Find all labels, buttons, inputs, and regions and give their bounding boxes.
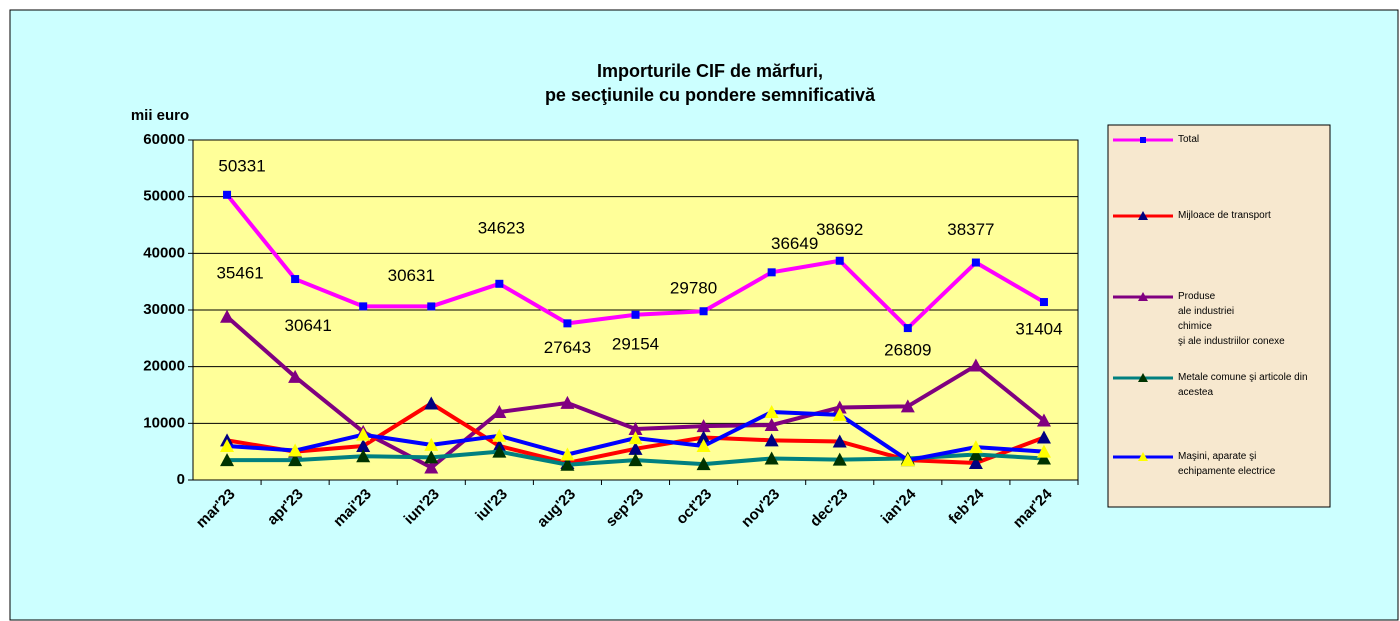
y-tick-label: 60000 <box>143 131 185 148</box>
data-label: 30641 <box>285 316 332 335</box>
marker <box>696 430 711 444</box>
marker <box>223 190 232 199</box>
marker <box>696 457 711 471</box>
legend-label: Produse ale industriei chimice şi ale in… <box>1178 291 1285 347</box>
marker <box>560 457 575 471</box>
legend-marker <box>1140 137 1146 143</box>
marker <box>1036 430 1051 444</box>
legend-marker <box>1138 452 1148 461</box>
marker <box>832 452 847 466</box>
marker <box>560 447 575 461</box>
marker <box>424 460 439 474</box>
marker <box>764 433 779 447</box>
marker <box>492 444 507 458</box>
marker <box>492 428 507 442</box>
marker <box>1036 451 1051 465</box>
marker <box>560 395 575 409</box>
y-tick-label: 20000 <box>143 358 185 375</box>
y-tick-label: 40000 <box>143 244 185 261</box>
y-axis-label: mii euro <box>131 107 189 124</box>
marker <box>563 319 572 328</box>
marker <box>1039 298 1048 307</box>
legend-label: Metale comune şi articole din acestea <box>1178 372 1308 398</box>
chart-title: Importurile CIF de mărfuri, <box>597 61 823 81</box>
marker <box>424 437 439 451</box>
marker <box>356 449 371 463</box>
legend-marker <box>1138 292 1148 301</box>
marker <box>968 447 983 461</box>
marker <box>832 407 847 421</box>
legend-label: Maşini, aparate şi echipamente electrice <box>1178 451 1276 477</box>
marker <box>495 279 504 288</box>
marker <box>764 451 779 465</box>
marker <box>220 309 235 323</box>
marker <box>1036 413 1051 427</box>
marker <box>968 456 983 469</box>
marker <box>628 422 643 435</box>
marker <box>288 453 303 467</box>
data-label: 29780 <box>670 279 717 298</box>
marker <box>424 450 439 464</box>
data-label: 29154 <box>612 334 659 353</box>
marker <box>628 441 643 455</box>
chart-title: pe secţiunile cu pondere semnificativă <box>545 85 876 105</box>
marker <box>288 369 303 383</box>
y-tick-label: 0 <box>177 471 185 488</box>
legend-box <box>1107 124 1331 508</box>
y-tick-label: 10000 <box>143 414 185 431</box>
marker <box>699 307 708 316</box>
marker <box>356 427 371 441</box>
marker <box>1036 444 1051 458</box>
data-label: 50331 <box>218 156 265 175</box>
marker <box>628 453 643 467</box>
data-label: 26809 <box>884 341 931 360</box>
marker <box>832 434 847 448</box>
y-tick-label: 30000 <box>143 301 185 318</box>
data-label: 27643 <box>544 338 591 357</box>
marker <box>288 443 303 457</box>
marker <box>628 431 643 445</box>
data-label: 34623 <box>478 218 525 237</box>
marker <box>835 256 844 265</box>
legend-label: Total <box>1178 134 1200 145</box>
data-label: 35461 <box>216 264 263 283</box>
marker <box>971 258 980 267</box>
marker <box>359 302 368 311</box>
marker <box>900 453 915 467</box>
marker <box>220 439 235 452</box>
marker <box>832 400 847 414</box>
legend-marker <box>1138 211 1148 220</box>
y-tick-label: 50000 <box>143 188 185 205</box>
marker <box>900 399 915 413</box>
marker <box>903 324 912 333</box>
marker <box>220 453 235 467</box>
data-label: 38692 <box>816 220 863 239</box>
marker <box>631 310 640 319</box>
marker <box>764 418 779 432</box>
marker <box>424 396 439 410</box>
marker <box>291 275 300 284</box>
marker <box>696 439 711 452</box>
data-label: 38377 <box>947 220 994 239</box>
marker <box>968 358 983 372</box>
marker <box>968 440 983 454</box>
legend-marker <box>1138 373 1148 382</box>
marker <box>427 302 436 311</box>
legend-label: Mijloace de transport <box>1178 210 1271 221</box>
data-label: 31404 <box>1015 320 1062 339</box>
marker <box>356 439 371 452</box>
data-label: 36649 <box>771 234 818 253</box>
marker <box>696 419 711 433</box>
marker <box>764 405 779 418</box>
marker <box>767 268 776 277</box>
data-label: 30631 <box>388 266 435 285</box>
marker <box>492 405 507 418</box>
